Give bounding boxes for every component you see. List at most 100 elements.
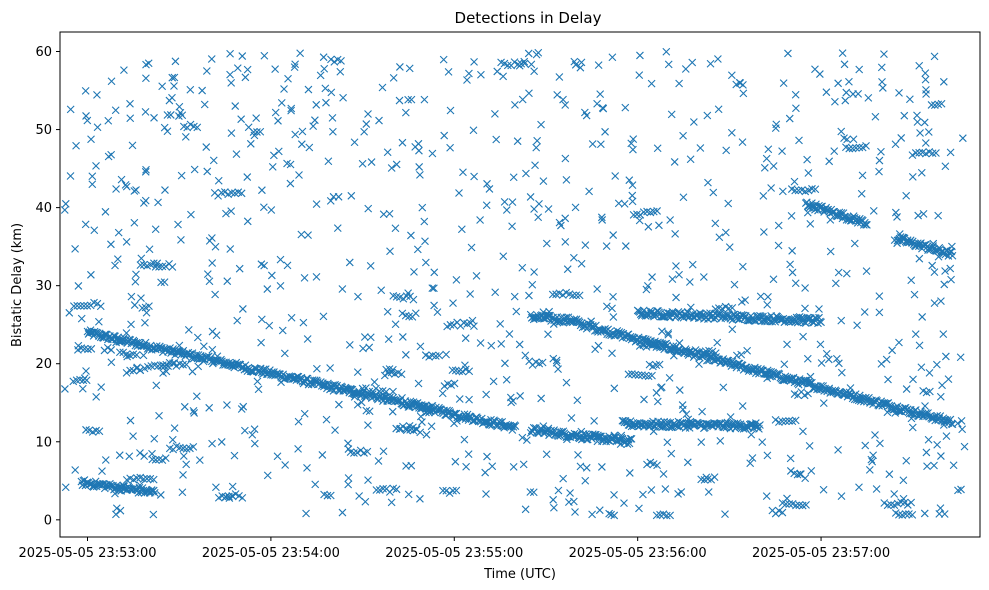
data-point bbox=[713, 338, 722, 347]
data-point bbox=[621, 242, 630, 250]
data-point bbox=[837, 368, 846, 377]
data-point bbox=[78, 384, 87, 393]
data-point bbox=[937, 297, 945, 305]
data-point bbox=[582, 463, 591, 472]
data-point bbox=[672, 293, 680, 302]
data-point bbox=[571, 203, 580, 212]
data-point bbox=[769, 162, 778, 170]
data-point bbox=[784, 49, 792, 58]
data-point bbox=[358, 159, 367, 168]
data-point bbox=[941, 162, 950, 171]
data-point bbox=[226, 49, 234, 58]
data-point bbox=[500, 197, 509, 206]
data-point bbox=[824, 205, 833, 214]
data-point bbox=[743, 364, 752, 373]
y-axis-ticks: 0 10 20 30 40 50 60 bbox=[35, 45, 60, 528]
data-point bbox=[769, 275, 778, 284]
data-point bbox=[793, 470, 802, 479]
data-point bbox=[339, 93, 347, 102]
data-point bbox=[238, 305, 247, 313]
data-point bbox=[627, 435, 636, 443]
data-point bbox=[683, 458, 692, 467]
data-point bbox=[788, 268, 797, 277]
data-point bbox=[170, 73, 179, 82]
data-point bbox=[528, 280, 537, 289]
data-point bbox=[915, 61, 924, 70]
data-point bbox=[280, 85, 288, 93]
data-point bbox=[117, 175, 126, 184]
data-point bbox=[379, 484, 388, 493]
data-point bbox=[398, 138, 407, 147]
data-point bbox=[71, 245, 79, 253]
data-point bbox=[914, 211, 923, 220]
data-point bbox=[715, 233, 724, 242]
data-point bbox=[350, 392, 359, 401]
data-point bbox=[416, 494, 424, 503]
data-point bbox=[259, 203, 268, 212]
data-point bbox=[634, 371, 643, 380]
data-point bbox=[155, 411, 163, 420]
data-point bbox=[160, 278, 169, 287]
data-point bbox=[303, 335, 312, 343]
data-point bbox=[635, 216, 644, 225]
data-point bbox=[470, 58, 478, 66]
data-point bbox=[170, 359, 179, 367]
data-point bbox=[648, 371, 656, 380]
data-point bbox=[655, 360, 664, 369]
data-point bbox=[139, 475, 148, 483]
data-point bbox=[103, 343, 112, 352]
data-point bbox=[902, 385, 911, 393]
data-point bbox=[107, 77, 116, 86]
data-point bbox=[227, 189, 236, 197]
data-point bbox=[71, 466, 80, 474]
data-point bbox=[577, 435, 586, 444]
data-point bbox=[97, 383, 106, 392]
data-point bbox=[774, 241, 783, 250]
data-point bbox=[483, 452, 491, 461]
data-point bbox=[842, 88, 851, 97]
data-point bbox=[187, 210, 195, 219]
data-point bbox=[428, 284, 437, 292]
data-point bbox=[924, 435, 933, 444]
data-point bbox=[375, 387, 384, 396]
data-point bbox=[169, 359, 177, 368]
data-point bbox=[933, 440, 942, 449]
data-point bbox=[74, 282, 83, 290]
data-point bbox=[648, 273, 656, 281]
data-point bbox=[123, 352, 132, 361]
data-point bbox=[372, 486, 381, 494]
data-point bbox=[267, 271, 276, 280]
data-point bbox=[552, 356, 561, 365]
data-point bbox=[384, 335, 393, 343]
data-point bbox=[178, 488, 187, 497]
data-point bbox=[182, 460, 191, 469]
data-point bbox=[330, 58, 339, 66]
data-point bbox=[675, 270, 683, 279]
data-point bbox=[552, 358, 561, 367]
data-point bbox=[930, 52, 939, 61]
data-point bbox=[161, 262, 170, 271]
data-point bbox=[418, 402, 427, 411]
data-point bbox=[149, 510, 158, 519]
data-point bbox=[502, 375, 511, 384]
data-point bbox=[338, 508, 347, 517]
data-point bbox=[629, 135, 638, 143]
data-point bbox=[946, 247, 955, 256]
data-point bbox=[728, 357, 737, 366]
data-point bbox=[414, 139, 423, 148]
data-point bbox=[421, 237, 429, 246]
data-point bbox=[915, 341, 924, 350]
data-point bbox=[491, 288, 500, 297]
data-point bbox=[83, 116, 92, 125]
data-point bbox=[666, 216, 675, 224]
data-point bbox=[303, 374, 312, 383]
data-point bbox=[398, 394, 406, 402]
data-point bbox=[260, 51, 269, 60]
data-point bbox=[901, 510, 910, 518]
data-point bbox=[281, 461, 290, 469]
data-point bbox=[250, 439, 259, 448]
data-point bbox=[489, 377, 498, 386]
data-point bbox=[163, 111, 172, 119]
data-point bbox=[305, 143, 314, 152]
data-point bbox=[300, 274, 309, 282]
